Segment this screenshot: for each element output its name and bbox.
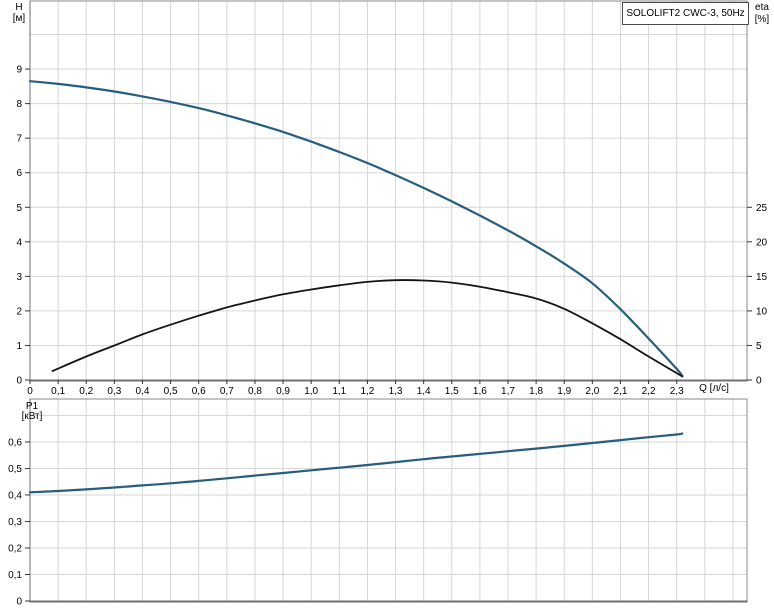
x-tick-label: 1,7 bbox=[501, 386, 515, 397]
y-right-tick-label: 15 bbox=[756, 272, 768, 283]
y-left-tick-label: 5 bbox=[16, 203, 22, 214]
x-tick-label: 0,9 bbox=[276, 386, 290, 397]
y-left-tick-label: 0,5 bbox=[8, 464, 22, 475]
y-right-tick-label: 10 bbox=[756, 306, 768, 317]
y-left-tick-label: 0 bbox=[16, 376, 22, 387]
x-tick-label: 0,5 bbox=[164, 386, 178, 397]
x-tick-label: 2,0 bbox=[585, 386, 599, 397]
x-tick-label: 2,3 bbox=[670, 386, 684, 397]
y-left-tick-label: 9 bbox=[16, 65, 22, 76]
head-efficiency-panel-border bbox=[29, 0, 748, 381]
y-right-tick-label: 20 bbox=[756, 237, 768, 248]
chart-title: SOLOLIFT2 CWC-3, 50Hz bbox=[622, 2, 749, 25]
power-panel-curves bbox=[28, 432, 684, 494]
head-efficiency-panel-left-axis: 0 1 2 3 4 5 6 7 8 9 bbox=[16, 65, 30, 387]
x-tick-label: 0,4 bbox=[136, 386, 150, 397]
x-tick-label: 1,8 bbox=[529, 386, 543, 397]
power-axis-unit-label-kw: [кВт] bbox=[21, 411, 43, 422]
left-axis-unit-label-m: [м] bbox=[12, 13, 26, 24]
y-left-tick-label: 0,3 bbox=[8, 517, 22, 528]
x-tick-label: 1,5 bbox=[445, 386, 459, 397]
head-efficiency-panel-right-axis: 0 5 10 15 20 25 bbox=[747, 203, 768, 387]
x-tick-label: 0,8 bbox=[248, 386, 262, 397]
x-axis-label-q: Q [л/с] bbox=[699, 383, 729, 394]
power-curve bbox=[28, 432, 684, 494]
x-tick-label: 0,7 bbox=[220, 386, 234, 397]
x-tick-label: 2,2 bbox=[642, 386, 656, 397]
y-left-tick-label: 0,4 bbox=[8, 490, 22, 501]
head-efficiency-panel-grid bbox=[30, 1, 747, 380]
head-efficiency-panel-curves bbox=[28, 80, 684, 378]
y-right-tick-label: 0 bbox=[756, 376, 762, 387]
x-tick-label: 1,3 bbox=[389, 386, 403, 397]
y-right-tick-label: 25 bbox=[756, 203, 768, 214]
x-tick-label: 1,1 bbox=[332, 386, 346, 397]
head-curve bbox=[28, 80, 684, 377]
x-tick-label: 1,4 bbox=[417, 386, 431, 397]
y-left-tick-label: 0,6 bbox=[8, 437, 22, 448]
y-left-tick-label: 2 bbox=[16, 306, 22, 317]
x-tick-label: 2,1 bbox=[614, 386, 628, 397]
y-right-tick-label: 5 bbox=[756, 341, 762, 352]
x-tick-label: 0 bbox=[27, 386, 33, 397]
x-tick-label: 1,2 bbox=[360, 386, 374, 397]
power-panel-grid bbox=[30, 399, 747, 601]
x-tick-label: 0,1 bbox=[51, 386, 65, 397]
y-left-tick-label: 8 bbox=[16, 99, 22, 110]
x-tick-label: 0,2 bbox=[79, 386, 93, 397]
y-left-tick-label: 1 bbox=[16, 341, 22, 352]
y-left-tick-label: 0 bbox=[16, 597, 22, 608]
x-tick-label: 1,9 bbox=[557, 386, 571, 397]
y-left-tick-label: 7 bbox=[16, 134, 22, 145]
y-left-tick-label: 6 bbox=[16, 168, 22, 179]
y-left-tick-label: 0,2 bbox=[8, 543, 22, 554]
efficiency-curve bbox=[51, 279, 684, 378]
y-left-tick-label: 0,1 bbox=[8, 570, 22, 581]
power-panel-border bbox=[29, 398, 748, 602]
power-panel: 0 0,1 0,2 0,3 0,4 0,5 0,6 bbox=[8, 398, 748, 608]
x-tick-label: 0,3 bbox=[107, 386, 121, 397]
x-tick-label: 1,6 bbox=[473, 386, 487, 397]
x-tick-label: 0,6 bbox=[192, 386, 206, 397]
power-panel-left-axis: 0 0,1 0,2 0,3 0,4 0,5 0,6 bbox=[8, 437, 30, 608]
y-left-tick-label: 4 bbox=[16, 237, 22, 248]
y-left-tick-label: 3 bbox=[16, 272, 22, 283]
left-axis-quantity-label-h: H bbox=[15, 2, 23, 13]
x-tick-label: 1,0 bbox=[304, 386, 318, 397]
right-axis-quantity-label-eta: eta bbox=[755, 2, 769, 13]
head-efficiency-panel-x-axis: 0 0,1 0,2 0,3 0,4 0,5 0,6 0,7 0,8 0,9 1,0 1,1 1,2 1,3… bbox=[27, 380, 684, 397]
power-axis-quantity-label-p1: P1 bbox=[25, 401, 39, 412]
right-axis-unit-label-percent: [%] bbox=[754, 14, 770, 25]
